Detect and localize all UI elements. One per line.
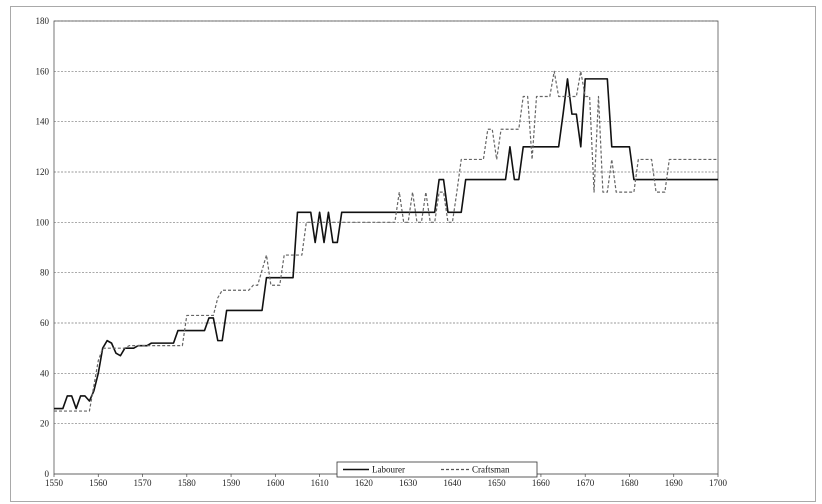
x-tick-label: 1700 [709,478,728,488]
x-tick-label: 1590 [222,478,241,488]
x-axis-ticks: 1550 1560 1570 1580 1590 1600 1610 1620 1630 1640… [45,474,728,488]
series-line-craftsman [54,70,718,412]
x-tick-label: 1560 [89,478,108,488]
x-tick-label: 1570 [134,478,153,488]
x-tick-label: 1680 [620,478,639,488]
x-tick-label: 1630 [399,478,418,488]
x-tick-label: 1640 [443,478,462,488]
y-tick-label: 120 [36,167,50,177]
chart-frame: 0 20 40 60 80 100 120 140 160 180 1550 1560 1570 158… [10,6,816,502]
y-tick-label: 20 [40,419,50,429]
legend-label-labourer: Labourer [372,465,405,475]
line-chart: 0 20 40 60 80 100 120 140 160 180 1550 1560 1570 158… [36,16,728,488]
series-line-labourer [54,78,718,410]
y-tick-label: 0 [45,469,50,479]
legend-box [336,461,538,478]
series-group [54,70,718,412]
y-tick-label: 100 [36,217,50,227]
x-tick-label: 1610 [311,478,330,488]
y-tick-label: 140 [36,117,50,127]
plot-area-border [53,20,719,475]
y-tick-label: 80 [40,268,50,278]
x-tick-label: 1620 [355,478,374,488]
y-tick-label: 160 [36,66,50,76]
y-tick-label: 40 [40,368,50,378]
x-tick-label: 1650 [488,478,507,488]
legend-label-craftsman: Craftsman [472,465,510,475]
y-tick-label: 60 [40,318,50,328]
x-tick-label: 1660 [532,478,551,488]
y-axis-ticks: 0 20 40 60 80 100 120 140 160 180 [36,16,50,479]
y-tick-label: 180 [36,16,50,26]
gridlines [53,20,719,475]
x-tick-label: 1580 [178,478,197,488]
x-tick-label: 1670 [576,478,595,488]
x-tick-label: 1690 [665,478,684,488]
x-tick-label: 1600 [266,478,285,488]
x-tick-label: 1550 [45,478,64,488]
legend: Labourer Craftsman [336,461,538,478]
